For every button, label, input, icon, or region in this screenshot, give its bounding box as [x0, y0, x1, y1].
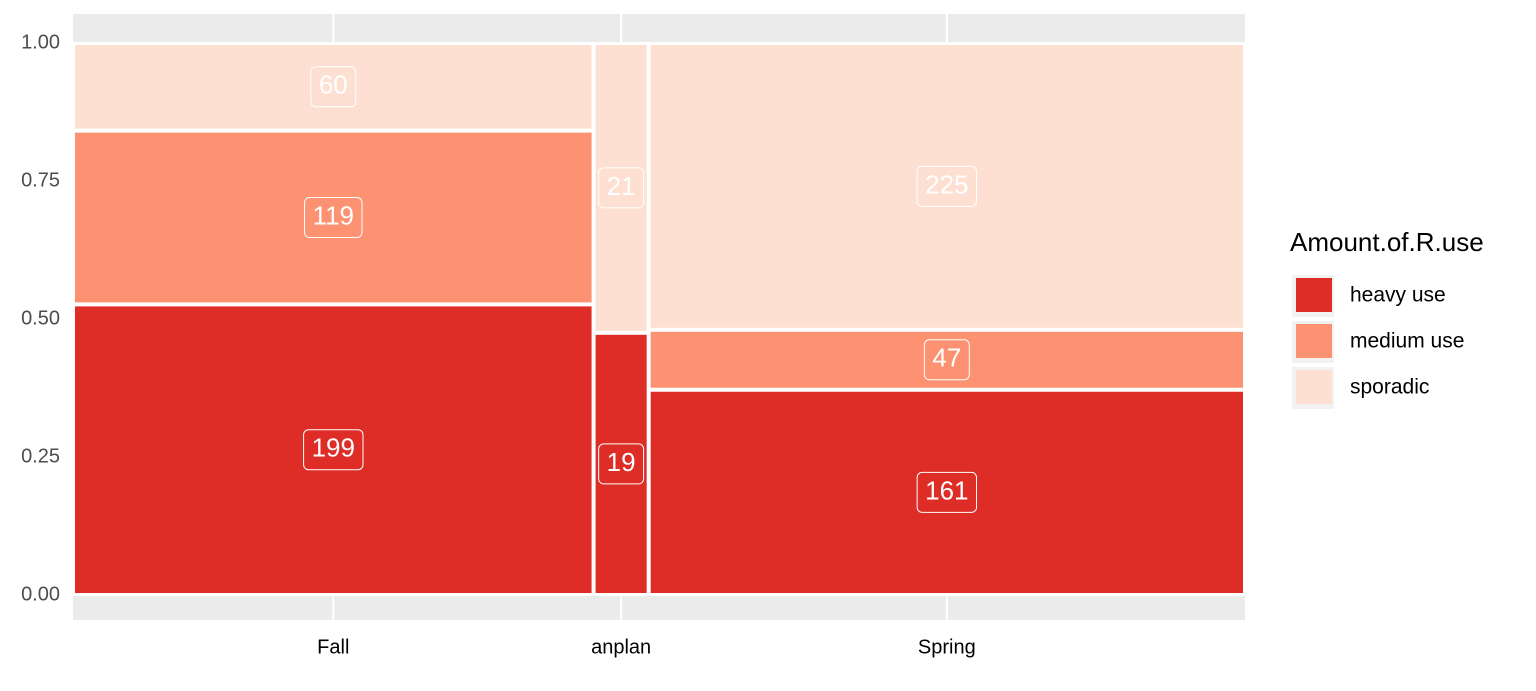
- data-label-box: [598, 167, 645, 209]
- y-tick-label: 0.25: [21, 445, 60, 467]
- legend-key: [1296, 278, 1332, 312]
- x-tick-label: Fall: [317, 636, 349, 658]
- data-label-box: [916, 165, 978, 207]
- data-label-box: [303, 429, 364, 471]
- y-tick-label: 0.75: [21, 169, 60, 191]
- data-label: 199: [312, 433, 355, 463]
- data-label: 47: [932, 343, 961, 373]
- data-label-box: [304, 197, 363, 239]
- legend-label: heavy use: [1350, 284, 1446, 307]
- legend-key: [1296, 324, 1332, 358]
- x-tick-label: Spring: [918, 636, 976, 658]
- data-label-box: [310, 66, 357, 108]
- data-label-box: [916, 471, 978, 513]
- y-tick-label: 0.50: [21, 307, 60, 329]
- data-label: 21: [607, 171, 636, 201]
- y-tick-label: 0.00: [21, 583, 60, 605]
- legend-key: [1296, 370, 1332, 404]
- data-label-box: [598, 443, 645, 485]
- legend-label: medium use: [1350, 330, 1464, 353]
- data-label: 119: [313, 200, 354, 230]
- legend-title: Amount.of.R.use: [1290, 227, 1484, 257]
- legend-label: sporadic: [1350, 376, 1429, 399]
- y-tick-label: 1.00: [21, 31, 60, 53]
- x-tick-label: anplan: [591, 636, 651, 658]
- data-label-box: [923, 339, 970, 381]
- data-label: 19: [607, 447, 636, 477]
- data-label: 60: [319, 70, 348, 100]
- data-label: 225: [925, 169, 968, 199]
- data-label: 161: [925, 475, 968, 505]
